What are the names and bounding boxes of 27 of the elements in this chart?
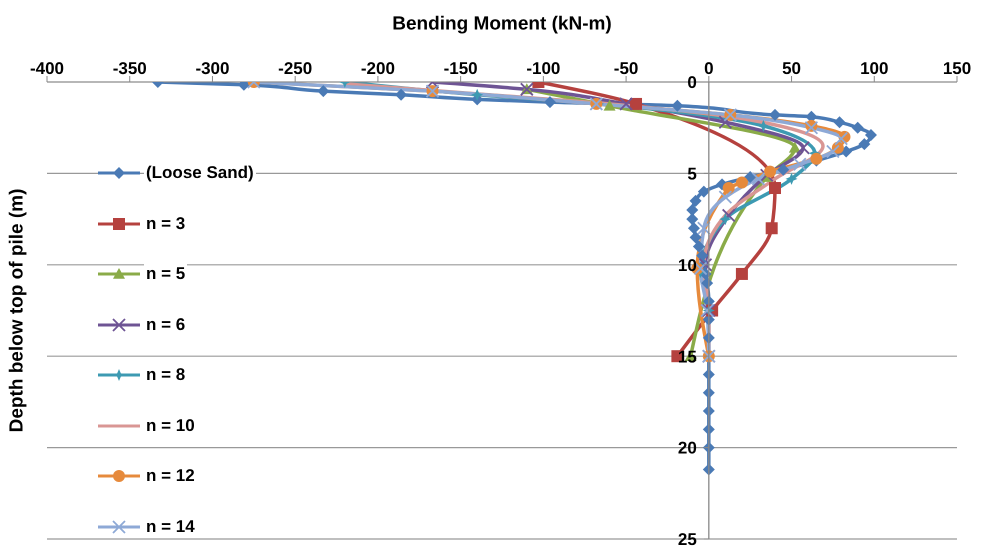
- x-tick-label: 50: [782, 59, 802, 78]
- legend-label: (Loose Sand): [144, 163, 256, 184]
- legend-label: n = 8: [144, 365, 188, 386]
- x-tick-label: -150: [444, 59, 478, 78]
- legend-label: n = 14: [144, 516, 197, 537]
- x-tick-label: 0: [704, 59, 714, 78]
- y-tick-label: 15: [678, 347, 697, 366]
- y-tick-label: 0: [687, 73, 697, 92]
- x-tick-label: 100: [860, 59, 888, 78]
- x-axis-title: Bending Moment (kN-m): [392, 13, 612, 34]
- y-axis-title: Depth below top of pile (m): [6, 188, 28, 432]
- legend-label: n = 5: [144, 264, 188, 284]
- x-tick-label: -100: [526, 59, 560, 78]
- x-tick-label: -300: [195, 59, 230, 78]
- y-tick-label: 25: [678, 530, 697, 550]
- x-tick-label: 150: [942, 59, 972, 78]
- y-tick-label: 20: [678, 438, 697, 458]
- legend-label: n = 6: [144, 314, 188, 335]
- legend-label: n = 3: [144, 214, 188, 234]
- x-tick-label: -400: [30, 59, 64, 78]
- legend-label: n = 10: [144, 416, 197, 436]
- x-tick-label: -50: [614, 59, 638, 78]
- x-tick-label: -250: [278, 59, 312, 78]
- x-tick-label: -350: [112, 59, 147, 78]
- y-tick-label: 5: [687, 164, 697, 184]
- legend-label: n = 12: [144, 466, 197, 486]
- x-tick-label: -200: [360, 59, 395, 78]
